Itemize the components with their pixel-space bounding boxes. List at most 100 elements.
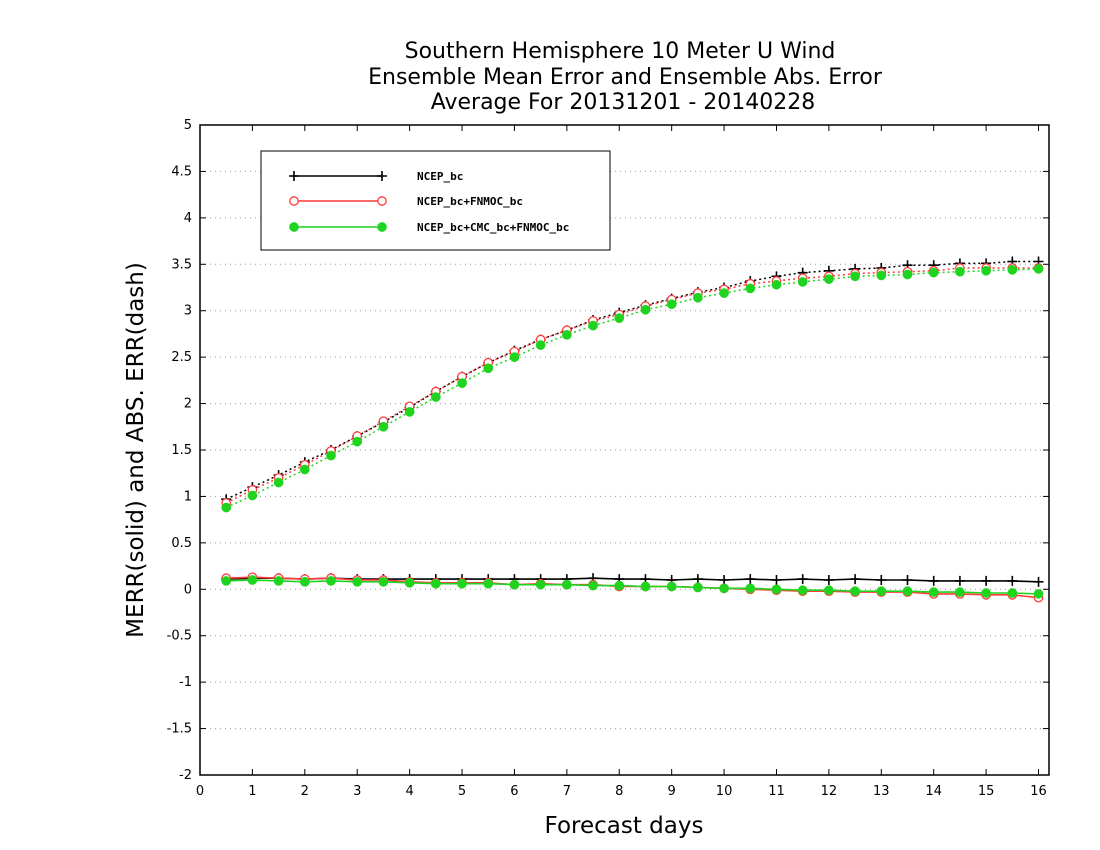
y-axis: -2 -1.5 -1 -0.5 0 0.5 1 1.5 2 2.5 3 3.5 4 4.5 5: [167, 118, 1049, 783]
y-axis-label: MERR(solid) and ABS. ERR(dash): [123, 262, 149, 638]
y-tick-label: -1.5: [167, 722, 192, 737]
x-tick-label: 5: [458, 784, 466, 799]
mean-err-point: [928, 587, 939, 597]
mean-err-point: [640, 581, 651, 592]
x-tick-label: 2: [301, 784, 309, 799]
abs-err-point: [771, 279, 782, 290]
x-tick-label: 12: [821, 784, 838, 799]
legend: NCEP_bc NCEP_bc+FNMOC_bc NCEP_bc+CMC_bc+FN…: [260, 150, 611, 251]
mean-err-point: [457, 578, 467, 589]
mean-err-point: [850, 586, 860, 596]
x-axis-label: Forecast days: [545, 813, 704, 839]
y-tick-label: -0.5: [167, 629, 192, 644]
mean-err-point: [719, 583, 729, 594]
abs-err-point: [928, 267, 939, 278]
x-tick-label: 1: [248, 784, 256, 799]
series-0: [221, 256, 1044, 587]
x-tick-label: 7: [563, 784, 571, 799]
legend-marker: [377, 222, 387, 232]
abs-err-point: [719, 288, 729, 298]
y-tick-label: 4.5: [171, 164, 192, 179]
mean-err-point: [1033, 589, 1044, 599]
title-line-3: Average For 20131201 - 20140228: [431, 90, 816, 115]
x-axis: 0 1 2 3 4 5 6 7 8 9 10 11 12 13 14 15 16: [196, 125, 1047, 799]
abs-err-point: [247, 490, 258, 501]
abs-err-point: [666, 299, 677, 310]
legend-marker: [377, 171, 387, 181]
legend-label: NCEP_bc: [417, 170, 463, 183]
abs-err-point: [797, 277, 808, 287]
x-tick-label: 6: [510, 784, 518, 799]
series: [221, 256, 1044, 603]
mean-err-point: [955, 587, 965, 597]
legend-label: NCEP_bc+CMC_bc+FNMOC_bc: [417, 221, 569, 234]
abs-err-point: [483, 363, 494, 374]
title-line-2: Ensemble Mean Error and Ensemble Abs. Er…: [368, 65, 883, 90]
x-tick-label: 10: [716, 784, 733, 799]
y-tick-label: 3: [184, 304, 192, 319]
mean-err-point: [693, 582, 703, 593]
abs-err-point: [562, 330, 572, 340]
abs-err-point: [955, 266, 965, 277]
abs-err-point: [1007, 265, 1018, 275]
mean-err-point: [535, 579, 546, 590]
x-tick-label: 13: [873, 784, 890, 799]
y-tick-label: 1.5: [171, 443, 192, 458]
x-tick-label: 4: [405, 784, 413, 799]
mean-err-point: [430, 578, 441, 589]
title-line-1: Southern Hemisphere 10 Meter U Wind: [405, 39, 836, 64]
abs-err-point: [850, 271, 860, 282]
y-tick-label: 1: [184, 489, 192, 504]
abs-err-point: [457, 378, 467, 388]
mean-err-point: [771, 584, 782, 595]
x-tick-label: 16: [1030, 784, 1047, 799]
chart-title: Southern Hemisphere 10 Meter U Wind Ense…: [368, 39, 883, 115]
abs-err-point: [824, 274, 834, 284]
y-tick-label: 2: [184, 397, 192, 412]
legend-entry: NCEP_bc: [289, 170, 463, 183]
abs-err-line: [225, 267, 1039, 504]
mean-err-point: [745, 583, 756, 594]
mean-err-point: [954, 575, 965, 586]
mean-err-point: [876, 575, 887, 585]
legend-marker: [289, 222, 299, 232]
abs-err-point: [326, 450, 336, 461]
abs-err-point: [1033, 264, 1044, 274]
mean-err-point: [1007, 575, 1018, 586]
abs-err-point: [404, 407, 415, 417]
mean-err-point: [876, 586, 887, 596]
y-tick-label: 0.5: [171, 536, 192, 551]
mean-err-point: [588, 580, 598, 591]
x-tick-label: 0: [196, 784, 204, 799]
mean-err-point: [1033, 576, 1044, 587]
mean-err-point: [483, 578, 494, 589]
y-tick-label: 2.5: [171, 350, 192, 365]
y-tick-label: 3.5: [171, 257, 192, 272]
mean-err-point: [1007, 588, 1018, 598]
abs-err-point: [352, 436, 363, 447]
mean-err-point: [928, 575, 939, 586]
legend-marker: [289, 171, 299, 181]
legend-label: NCEP_bc+FNMOC_bc: [417, 195, 523, 208]
abs-err-point: [614, 313, 625, 323]
y-tick-label: -1: [179, 675, 192, 690]
y-tick-label: 4: [184, 211, 192, 226]
mean-err-point: [614, 580, 625, 591]
y-tick-label: -2: [179, 768, 192, 783]
mean-err-point: [850, 574, 861, 585]
abs-err-point: [430, 392, 441, 402]
x-tick-label: 8: [615, 784, 623, 799]
abs-err-point: [509, 352, 520, 362]
abs-err-point: [273, 477, 284, 488]
mean-err-point: [352, 577, 363, 587]
abs-err-point: [588, 320, 598, 331]
y-tick-label: 5: [184, 118, 192, 133]
mean-err-point: [692, 574, 703, 585]
abs-err-point: [378, 421, 389, 432]
abs-err-point: [693, 292, 703, 303]
mean-err-point: [824, 585, 834, 596]
abs-err-point: [221, 502, 232, 513]
abs-err-point: [299, 464, 310, 475]
x-tick-label: 15: [978, 784, 995, 799]
